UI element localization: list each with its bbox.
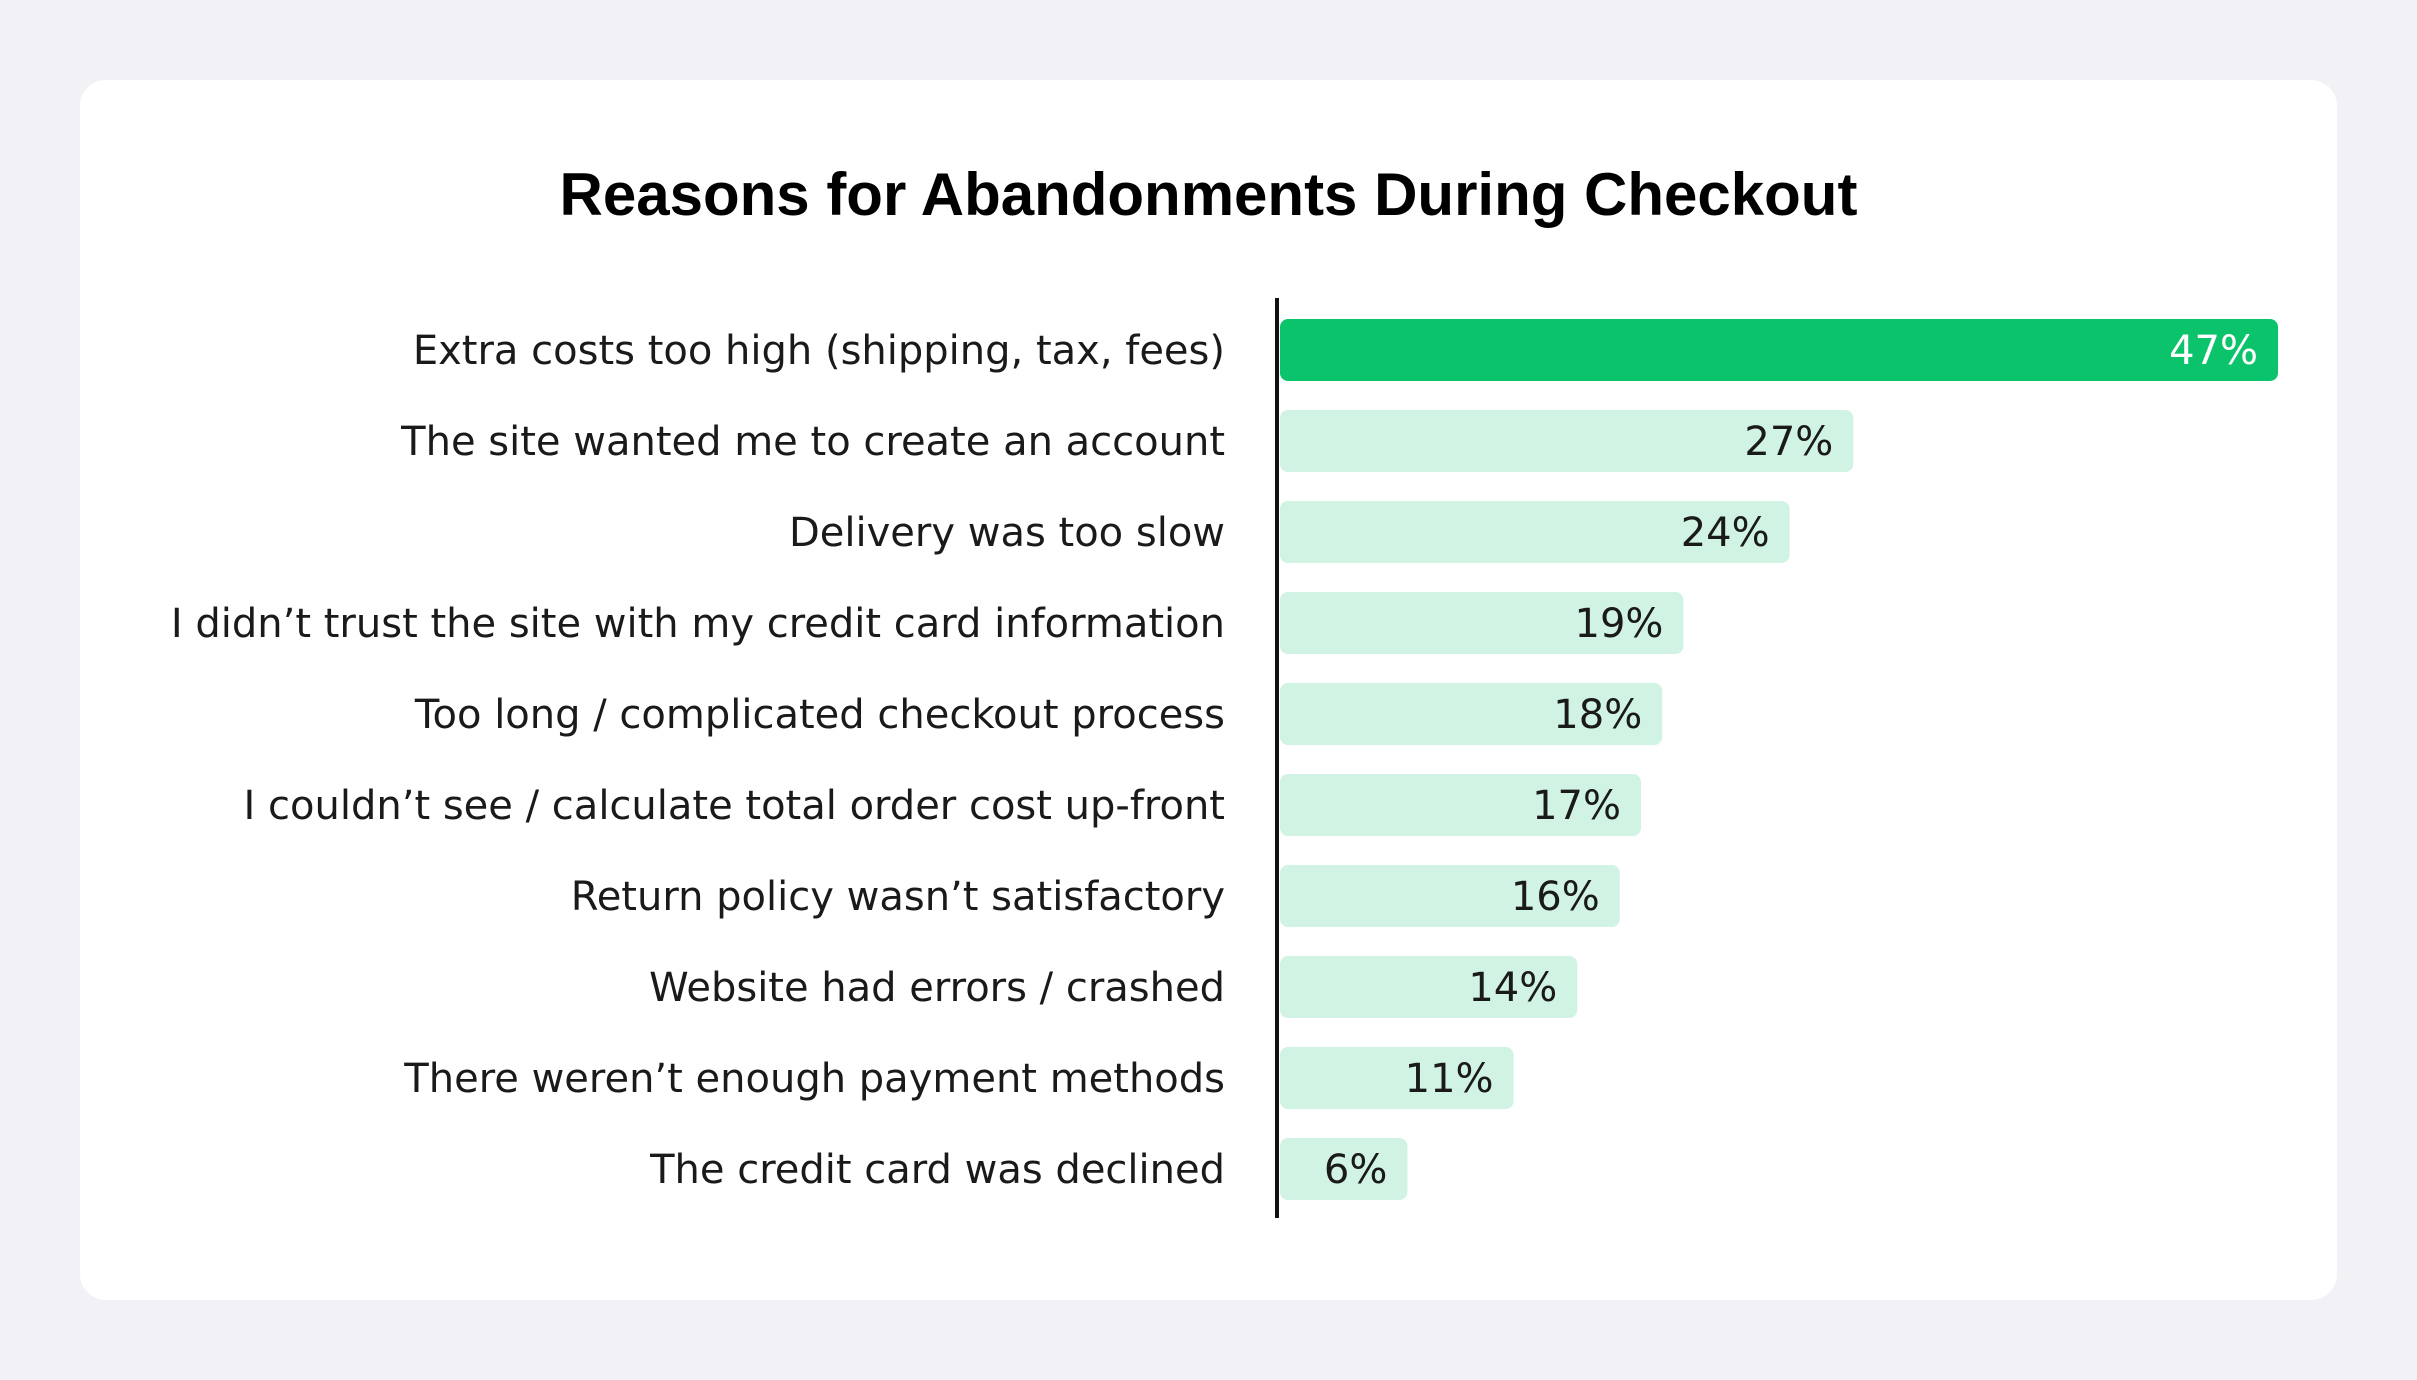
bar-2 [1280, 410, 1854, 472]
bar-value-label-4: 19% [1575, 601, 1664, 647]
bar-3 [1280, 501, 1790, 563]
bar-4 [1280, 592, 1684, 654]
bar-8 [1280, 956, 1578, 1018]
bar-value-label-8: 14% [1468, 965, 1557, 1011]
bar-value-label-10: 6% [1324, 1147, 1387, 1193]
category-label-10: The credit card was declined [649, 1147, 1225, 1193]
bar-10 [1280, 1138, 1408, 1200]
bar-7 [1280, 865, 1620, 927]
bars-group: 47% 27% 24% 19% 18% 17% 16% 14% 11% 6% [1280, 319, 2278, 1200]
bar-value-label-2: 27% [1744, 419, 1833, 465]
category-label-4: I didn’t trust the site with my credit c… [171, 601, 1225, 647]
bar-value-label-7: 16% [1511, 874, 1600, 920]
bar-9 [1280, 1047, 1514, 1109]
chart-card [80, 80, 2337, 1300]
chart-title: Reasons for Abandonments During Checkout [559, 161, 1858, 228]
category-labels-group: Extra costs too high (shipping, tax, fee… [171, 328, 1225, 1193]
bar-value-label-9: 11% [1405, 1056, 1494, 1102]
bar-1 [1280, 319, 2278, 381]
category-label-1: Extra costs too high (shipping, tax, fee… [413, 328, 1225, 374]
bar-value-label-6: 17% [1532, 783, 1621, 829]
category-label-7: Return policy wasn’t satisfactory [571, 874, 1225, 920]
bar-5 [1280, 683, 1663, 745]
bar-value-label-3: 24% [1681, 510, 1770, 556]
bar-value-label-5: 18% [1553, 692, 1642, 738]
category-label-9: There weren’t enough payment methods [403, 1056, 1225, 1102]
category-label-2: The site wanted me to create an account [400, 419, 1225, 465]
category-label-5: Too long / complicated checkout process [414, 692, 1225, 738]
category-label-8: Website had errors / crashed [649, 965, 1225, 1011]
category-label-6: I couldn’t see / calculate total order c… [244, 783, 1225, 829]
category-label-3: Delivery was too slow [789, 510, 1225, 556]
bar-value-label-1: 47% [2169, 328, 2258, 374]
bar-6 [1280, 774, 1641, 836]
